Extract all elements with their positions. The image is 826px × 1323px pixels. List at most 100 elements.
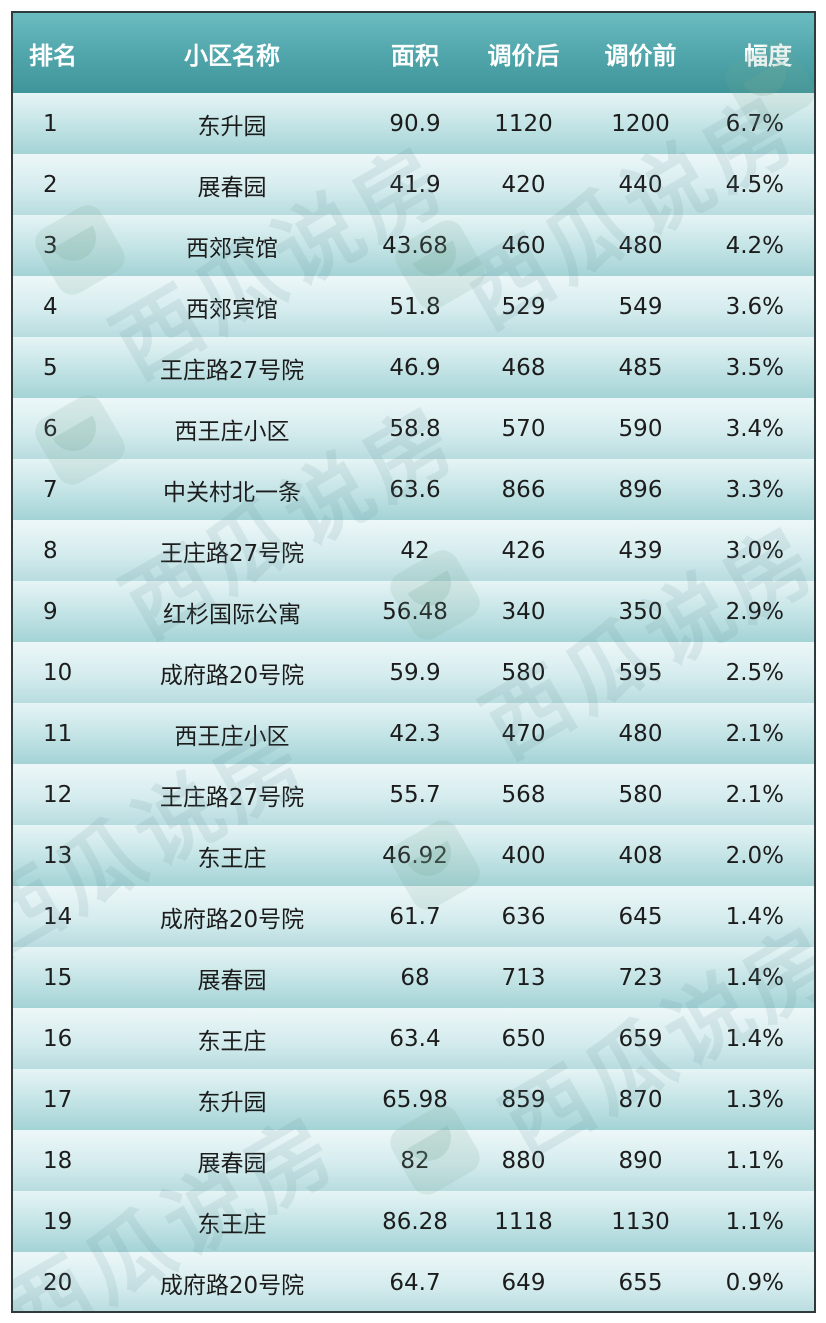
cell-price-after: 420 bbox=[465, 154, 582, 215]
cell-area: 90.9 bbox=[365, 93, 465, 154]
cell-change: 0.9% bbox=[699, 1252, 814, 1311]
cell-price-after: 649 bbox=[465, 1252, 582, 1311]
cell-price-before: 590 bbox=[582, 398, 699, 459]
cell-change: 2.9% bbox=[699, 581, 814, 642]
header-area: 面积 bbox=[365, 13, 465, 93]
cell-area: 55.7 bbox=[365, 764, 465, 825]
cell-area: 82 bbox=[365, 1130, 465, 1191]
cell-area: 68 bbox=[365, 947, 465, 1008]
table-row: 4 西郊宾馆 51.8 529 549 3.6% bbox=[13, 276, 814, 337]
cell-price-after: 859 bbox=[465, 1069, 582, 1130]
price-adjustment-table: 排名 小区名称 面积 调价后 调价前 幅度 1 东升园 90.9 1120 1200 6.… bbox=[13, 13, 814, 1311]
cell-community-name: 展春园 bbox=[99, 154, 365, 215]
cell-price-before: 549 bbox=[582, 276, 699, 337]
cell-rank: 11 bbox=[13, 703, 99, 764]
cell-change: 3.4% bbox=[699, 398, 814, 459]
cell-price-after: 650 bbox=[465, 1008, 582, 1069]
cell-price-after: 1118 bbox=[465, 1191, 582, 1252]
cell-price-after: 468 bbox=[465, 337, 582, 398]
cell-price-after: 866 bbox=[465, 459, 582, 520]
cell-area: 42 bbox=[365, 520, 465, 581]
cell-community-name: 成府路20号院 bbox=[99, 1252, 365, 1311]
cell-price-before: 350 bbox=[582, 581, 699, 642]
cell-price-after: 529 bbox=[465, 276, 582, 337]
cell-area: 43.68 bbox=[365, 215, 465, 276]
cell-area: 46.9 bbox=[365, 337, 465, 398]
cell-rank: 19 bbox=[13, 1191, 99, 1252]
cell-change: 1.1% bbox=[699, 1130, 814, 1191]
cell-price-before: 870 bbox=[582, 1069, 699, 1130]
cell-price-before: 485 bbox=[582, 337, 699, 398]
cell-price-before: 723 bbox=[582, 947, 699, 1008]
cell-price-after: 400 bbox=[465, 825, 582, 886]
header-before: 调价前 bbox=[582, 13, 699, 93]
cell-community-name: 西郊宾馆 bbox=[99, 276, 365, 337]
cell-area: 56.48 bbox=[365, 581, 465, 642]
cell-price-before: 480 bbox=[582, 215, 699, 276]
table-row: 12 王庄路27号院 55.7 568 580 2.1% bbox=[13, 764, 814, 825]
cell-price-after: 568 bbox=[465, 764, 582, 825]
cell-price-before: 480 bbox=[582, 703, 699, 764]
cell-rank: 4 bbox=[13, 276, 99, 337]
cell-community-name: 东王庄 bbox=[99, 1191, 365, 1252]
cell-price-after: 636 bbox=[465, 886, 582, 947]
header-rank: 排名 bbox=[13, 13, 99, 93]
table-row: 9 红杉国际公寓 56.48 340 350 2.9% bbox=[13, 581, 814, 642]
header-change: 幅度 bbox=[699, 13, 814, 93]
cell-price-after: 470 bbox=[465, 703, 582, 764]
cell-rank: 12 bbox=[13, 764, 99, 825]
cell-price-after: 460 bbox=[465, 215, 582, 276]
table-row: 16 东王庄 63.4 650 659 1.4% bbox=[13, 1008, 814, 1069]
cell-community-name: 中关村北一条 bbox=[99, 459, 365, 520]
table-header-row: 排名 小区名称 面积 调价后 调价前 幅度 bbox=[13, 13, 814, 93]
cell-price-before: 655 bbox=[582, 1252, 699, 1311]
cell-community-name: 展春园 bbox=[99, 947, 365, 1008]
table-row: 7 中关村北一条 63.6 866 896 3.3% bbox=[13, 459, 814, 520]
cell-price-before: 408 bbox=[582, 825, 699, 886]
cell-price-before: 659 bbox=[582, 1008, 699, 1069]
cell-area: 59.9 bbox=[365, 642, 465, 703]
cell-rank: 17 bbox=[13, 1069, 99, 1130]
cell-price-before: 595 bbox=[582, 642, 699, 703]
cell-rank: 6 bbox=[13, 398, 99, 459]
cell-community-name: 西王庄小区 bbox=[99, 398, 365, 459]
cell-area: 63.4 bbox=[365, 1008, 465, 1069]
cell-price-after: 880 bbox=[465, 1130, 582, 1191]
cell-area: 58.8 bbox=[365, 398, 465, 459]
cell-area: 65.98 bbox=[365, 1069, 465, 1130]
table-row: 19 东王庄 86.28 1118 1130 1.1% bbox=[13, 1191, 814, 1252]
table-row: 2 展春园 41.9 420 440 4.5% bbox=[13, 154, 814, 215]
header-after: 调价后 bbox=[465, 13, 582, 93]
cell-rank: 13 bbox=[13, 825, 99, 886]
cell-area: 86.28 bbox=[365, 1191, 465, 1252]
cell-change: 2.0% bbox=[699, 825, 814, 886]
table-row: 15 展春园 68 713 723 1.4% bbox=[13, 947, 814, 1008]
table-row: 1 东升园 90.9 1120 1200 6.7% bbox=[13, 93, 814, 154]
cell-community-name: 东升园 bbox=[99, 93, 365, 154]
cell-community-name: 西郊宾馆 bbox=[99, 215, 365, 276]
cell-rank: 9 bbox=[13, 581, 99, 642]
cell-community-name: 成府路20号院 bbox=[99, 642, 365, 703]
cell-change: 1.1% bbox=[699, 1191, 814, 1252]
table-row: 13 东王庄 46.92 400 408 2.0% bbox=[13, 825, 814, 886]
table-row: 20 成府路20号院 64.7 649 655 0.9% bbox=[13, 1252, 814, 1311]
cell-price-before: 645 bbox=[582, 886, 699, 947]
table-row: 8 王庄路27号院 42 426 439 3.0% bbox=[13, 520, 814, 581]
cell-change: 1.3% bbox=[699, 1069, 814, 1130]
table-body: 1 东升园 90.9 1120 1200 6.7% 2 展春园 41.9 420 440 4.5% 3 西… bbox=[13, 93, 814, 1311]
cell-area: 51.8 bbox=[365, 276, 465, 337]
cell-community-name: 西王庄小区 bbox=[99, 703, 365, 764]
cell-change: 2.5% bbox=[699, 642, 814, 703]
price-table-frame: 排名 小区名称 面积 调价后 调价前 幅度 1 东升园 90.9 1120 1200 6.… bbox=[11, 11, 816, 1313]
cell-area: 61.7 bbox=[365, 886, 465, 947]
cell-change: 3.0% bbox=[699, 520, 814, 581]
cell-change: 1.4% bbox=[699, 947, 814, 1008]
cell-price-before: 890 bbox=[582, 1130, 699, 1191]
cell-rank: 2 bbox=[13, 154, 99, 215]
cell-area: 64.7 bbox=[365, 1252, 465, 1311]
table-row: 10 成府路20号院 59.9 580 595 2.5% bbox=[13, 642, 814, 703]
cell-rank: 7 bbox=[13, 459, 99, 520]
cell-price-after: 1120 bbox=[465, 93, 582, 154]
cell-rank: 16 bbox=[13, 1008, 99, 1069]
cell-rank: 14 bbox=[13, 886, 99, 947]
